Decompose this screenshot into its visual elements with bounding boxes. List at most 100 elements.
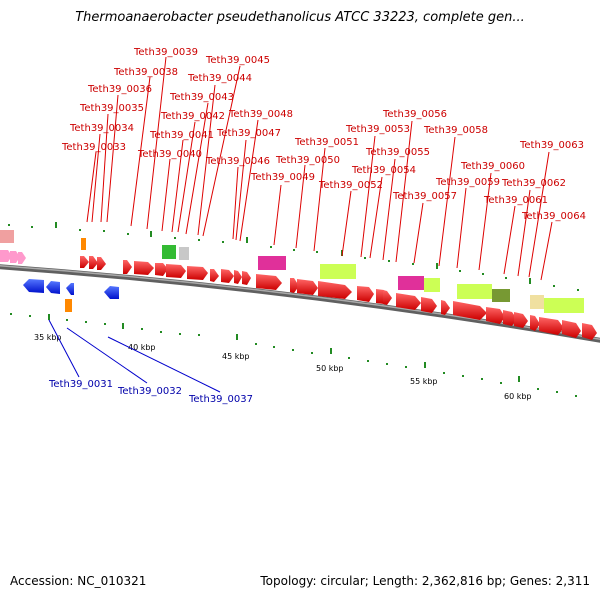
gene-label[interactable]: Teth39_0046 [205,156,270,167]
gene-block[interactable] [179,247,189,260]
gene-label[interactable]: Teth39_0032 [117,386,182,397]
gene-block[interactable] [162,245,176,259]
scale-labels: 35 kbp 40 kbp 45 kbp 50 kbp 55 kbp 60 kb… [34,333,532,401]
cds-arrow-reverse[interactable] [23,279,44,293]
scale-label: 60 kbp [504,392,532,401]
gene-label[interactable]: Teth39_0059 [435,177,500,188]
cds-arrow[interactable] [514,312,528,328]
reverse-leader-lines [48,319,221,393]
forward-gene-labels: Teth39_0033 Teth39_0034 Teth39_0035 Teth… [61,47,586,222]
gene-label[interactable]: Teth39_0037 [188,394,253,405]
gene-block[interactable] [544,298,584,313]
gene-label[interactable]: Teth39_0060 [460,161,525,172]
gene-label[interactable]: Teth39_0063 [519,140,584,151]
cds-arrow-reverse[interactable] [66,283,74,295]
cds-arrow[interactable] [486,307,505,324]
cds-arrow[interactable] [97,257,106,270]
gene-label[interactable]: Teth39_0034 [69,123,134,134]
genome-summary-text: Topology: circular; Length: 2,362,816 bp… [260,574,590,588]
gene-label[interactable]: Teth39_0047 [216,128,281,139]
gene-label[interactable]: Teth39_0057 [392,191,457,202]
forward-track-1 [0,230,584,313]
gene-label[interactable]: Teth39_0050 [275,155,340,166]
scale-label: 50 kbp [316,364,344,373]
inner-tick-ring [10,313,577,397]
cds-arrow[interactable] [18,252,26,264]
gene-label[interactable]: Teth39_0042 [160,111,225,122]
gene-label[interactable]: Teth39_0054 [351,165,416,176]
gene-label[interactable]: Teth39_0038 [113,67,178,78]
cds-arrow[interactable] [441,300,450,315]
cds-arrow[interactable] [396,293,421,310]
gene-label[interactable]: Teth39_0062 [501,178,566,189]
gene-label[interactable]: Teth39_0044 [187,73,252,84]
reverse-track [23,279,119,299]
gene-label[interactable]: Teth39_0043 [169,92,234,103]
gene-label[interactable]: Teth39_0041 [149,130,214,141]
reverse-gene-labels: Teth39_0031 Teth39_0032 Teth39_0037 [48,379,253,405]
gene-label[interactable]: Teth39_0055 [365,147,430,158]
cds-arrow[interactable] [187,266,208,280]
genome-backbone [0,264,600,343]
cds-arrow[interactable] [383,290,392,305]
cds-arrow[interactable] [242,271,251,285]
cds-arrow[interactable] [155,263,168,276]
cds-arrow[interactable] [453,301,487,320]
gene-label[interactable]: Teth39_0040 [137,149,202,160]
gene-block[interactable] [398,276,424,290]
gene-block[interactable] [492,289,510,302]
gene-label[interactable]: Teth39_0033 [61,142,126,153]
gene-block[interactable] [320,264,356,279]
gene-block[interactable] [0,230,14,243]
cds-arrow[interactable] [89,256,98,269]
gene-label[interactable]: Teth39_0048 [228,109,293,120]
cds-arrow[interactable] [562,320,581,338]
cds-arrow[interactable] [0,250,12,262]
gene-block[interactable] [258,256,286,270]
cds-arrow[interactable] [582,323,597,340]
cds-arrow[interactable] [166,264,186,278]
gene-label[interactable]: Teth39_0035 [79,103,144,114]
cds-arrow[interactable] [539,317,564,335]
gene-label[interactable]: Teth39_0052 [318,180,383,191]
cds-arrow[interactable] [530,315,540,331]
cds-arrow[interactable] [297,279,318,295]
cds-arrow[interactable] [421,297,437,313]
cds-arrow[interactable] [357,286,374,302]
gene-label[interactable]: Teth39_0053 [345,124,410,135]
gene-block[interactable] [457,284,492,299]
cds-arrow[interactable] [134,261,154,275]
cds-arrow[interactable] [256,274,282,290]
cds-arrow[interactable] [234,270,242,284]
gene-label[interactable]: Teth39_0045 [205,55,270,66]
cds-arrow[interactable] [318,281,352,299]
gene-label[interactable]: Teth39_0056 [382,109,447,120]
cds-arrow[interactable] [80,256,89,268]
cds-arrow[interactable] [503,310,517,326]
cds-arrow-reverse[interactable] [104,286,119,299]
cds-arrow-reverse[interactable] [46,281,60,294]
gene-label[interactable]: Teth39_0036 [87,84,152,95]
scale-label: 55 kbp [410,377,438,386]
gene-block[interactable] [65,299,72,312]
gene-block[interactable] [530,295,544,309]
gene-label[interactable]: Teth39_0039 [133,47,198,58]
cds-arrow[interactable] [221,269,234,283]
gene-label[interactable]: Teth39_0049 [250,172,315,183]
cds-arrow[interactable] [123,260,132,274]
scale-label: 40 kbp [128,343,156,352]
gene-label[interactable]: Teth39_0064 [521,211,586,222]
scale-label: 35 kbp [34,333,62,342]
forward-leader-lines [86,56,553,281]
cds-arrow[interactable] [10,251,20,263]
scale-label: 45 kbp [222,352,250,361]
gene-label[interactable]: Teth39_0051 [294,137,359,148]
gene-block[interactable] [424,278,440,292]
cds-arrow[interactable] [210,269,219,282]
gene-label[interactable]: Teth39_0061 [483,195,548,206]
gene-block[interactable] [81,238,86,250]
cds-arrow[interactable] [290,278,299,293]
gene-label[interactable]: Teth39_0031 [48,379,113,390]
gene-label[interactable]: Teth39_0058 [423,125,488,136]
